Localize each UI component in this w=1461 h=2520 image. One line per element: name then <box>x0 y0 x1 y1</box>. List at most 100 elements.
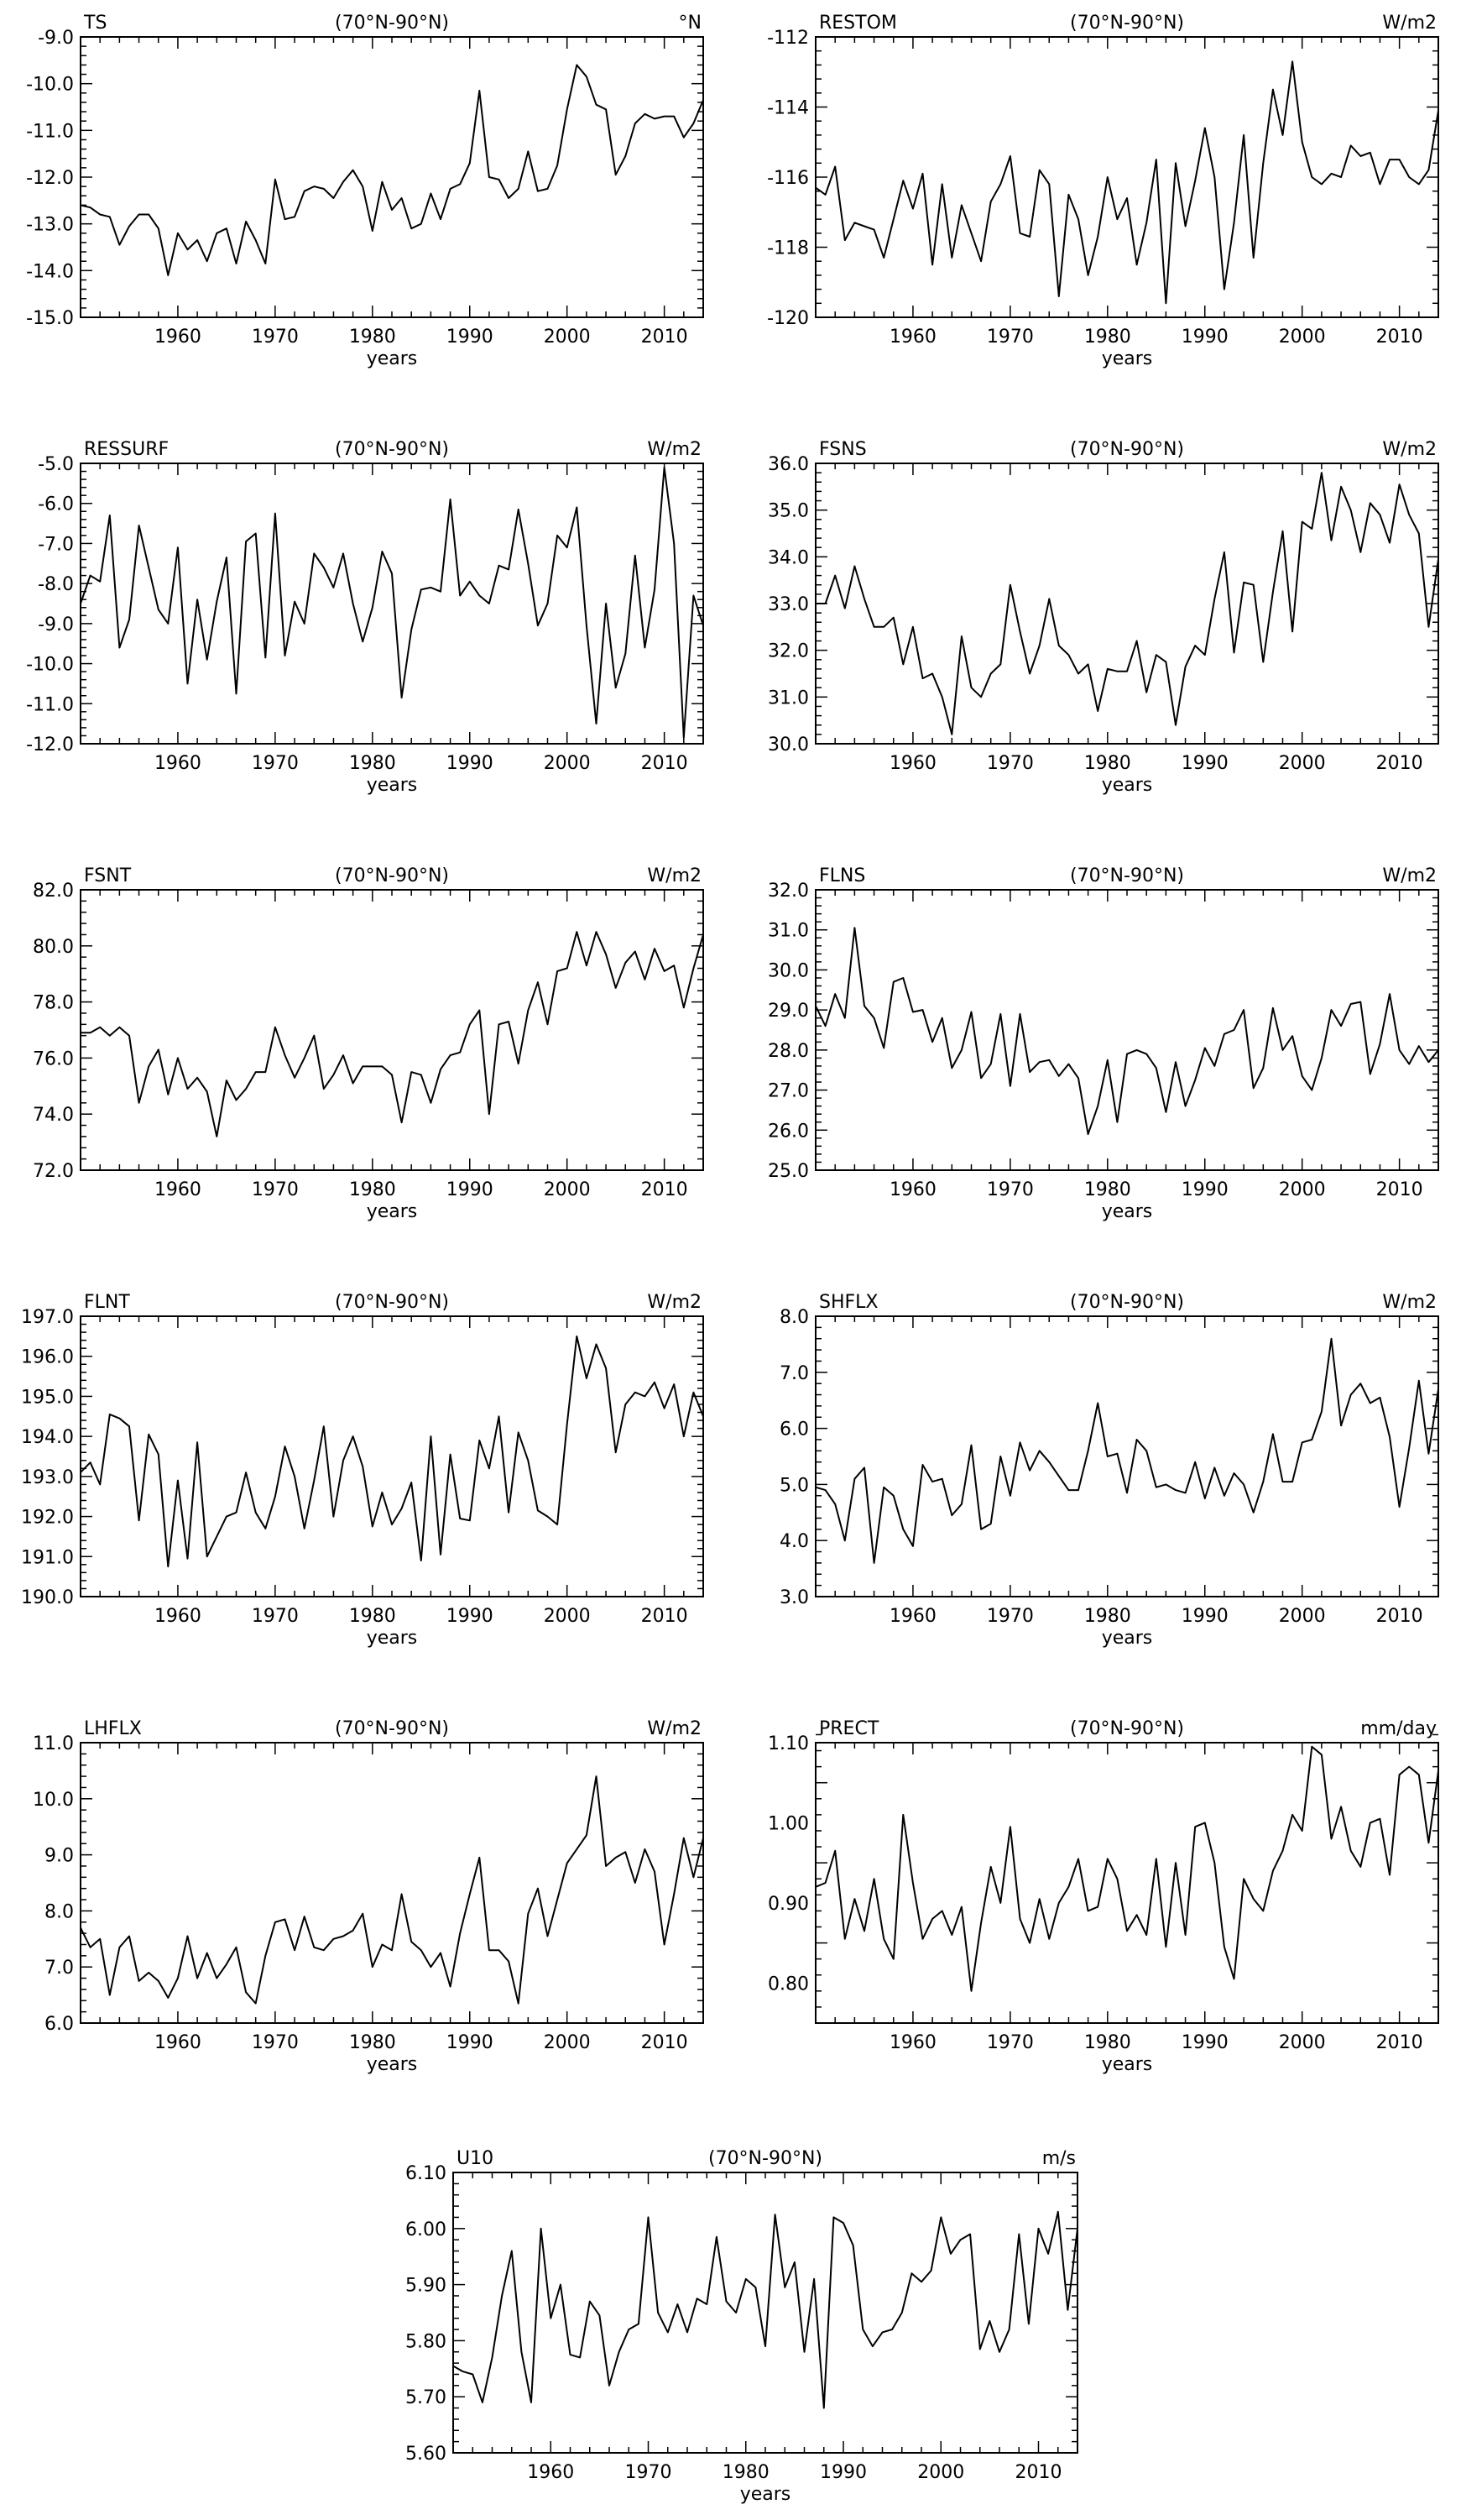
y-tick-label-restom: -118 <box>767 238 809 259</box>
panel-region-u10: (70°N-90°N) <box>708 2148 822 2169</box>
y-tick-label-flnt: 190.0 <box>21 1587 74 1608</box>
y-tick-label-flns: 31.0 <box>768 921 809 942</box>
panel-ressurf: RESSURF (70°N-90°N) W/m2 1960 1970 1980 1990 20… <box>26 439 704 796</box>
y-tick-label-shflx: 8.0 <box>780 1307 809 1328</box>
panel-u10: U10 (70°N-90°N) m/s 1960 1970 1980 1990 2000 201… <box>405 2148 1078 2505</box>
y-tick-label-fsns: 34.0 <box>768 547 809 568</box>
y-tick-label-prect: 0.90 <box>768 1894 809 1915</box>
x-tick-label-u10: 1970 <box>625 2462 672 2483</box>
x-tick-label-prect: 1980 <box>1084 2032 1131 2053</box>
y-tick-label-fsns: 32.0 <box>768 641 809 662</box>
y-tick-label-fsnt: 78.0 <box>33 993 74 1014</box>
panel-units-flns: W/m2 <box>1382 865 1437 886</box>
x-tick-label-ressurf: 1980 <box>349 753 396 774</box>
y-tick-label-ressurf: -6.0 <box>38 494 74 515</box>
y-tick-label-ressurf: -11.0 <box>26 694 74 715</box>
series-line-fsnt <box>81 931 704 1137</box>
panel-title-u10: U10 <box>457 2148 493 2169</box>
x-tick-label-restom: 1960 <box>890 327 937 348</box>
y-tick-label-ressurf: -12.0 <box>26 735 74 755</box>
plot-frame-shflx <box>815 1315 1439 1597</box>
y-tick-label-fsns: 35.0 <box>768 501 809 522</box>
x-tick-label-ts: 1990 <box>446 327 493 348</box>
x-axis-label-u10: years <box>740 2484 791 2505</box>
y-tick-label-u10: 6.10 <box>405 2163 446 2184</box>
series-line-ressurf <box>80 466 704 739</box>
series-line-fsns <box>816 472 1439 735</box>
y-tick-label-fsnt: 82.0 <box>33 881 74 902</box>
y-tick-label-lhflx: 6.0 <box>44 2014 74 2035</box>
panel-flnt: FLNT (70°N-90°N) W/m2 1960 1970 1980 1990 2000 2… <box>21 1292 704 1649</box>
panel-title-flns: FLNS <box>819 865 865 886</box>
y-tick-label-fsns: 36.0 <box>768 454 809 475</box>
x-tick-label-flnt: 1960 <box>154 1606 201 1627</box>
x-tick-label-flnt: 1990 <box>446 1606 493 1627</box>
panel-region-prect: (70°N-90°N) <box>1070 1718 1184 1739</box>
x-tick-label-ts: 1960 <box>154 327 201 348</box>
panel-region-restom: (70°N-90°N) <box>1070 13 1184 34</box>
panel-flns: FLNS (70°N-90°N) W/m2 1960 1970 1980 1990 2000 2… <box>768 865 1439 1222</box>
x-tick-label-flnt: 2000 <box>544 1606 591 1627</box>
panel-region-ts: (70°N-90°N) <box>335 13 449 34</box>
x-tick-label-shflx: 1990 <box>1182 1606 1229 1627</box>
x-tick-label-shflx: 1980 <box>1084 1606 1131 1627</box>
x-tick-label-shflx: 2000 <box>1279 1606 1326 1627</box>
y-tick-label-ressurf: -8.0 <box>38 574 74 595</box>
y-tick-label-u10: 5.80 <box>405 2331 446 2352</box>
x-tick-label-flns: 1970 <box>987 1179 1034 1200</box>
y-tick-label-fsns: 31.0 <box>768 688 809 708</box>
series-line-prect <box>815 1745 1439 1992</box>
x-tick-label-flns: 1980 <box>1084 1179 1131 1200</box>
series-line-u10 <box>452 2210 1078 2409</box>
y-tick-label-flnt: 193.0 <box>21 1467 74 1488</box>
panel-prect: PRECT (70°N-90°N) mm/day 1960 1970 1980 1990 20… <box>768 1718 1439 2075</box>
y-tick-label-u10: 5.90 <box>405 2276 446 2297</box>
y-tick-label-ressurf: -5.0 <box>38 454 74 475</box>
x-tick-label-u10: 1990 <box>820 2462 867 2483</box>
panel-region-flns: (70°N-90°N) <box>1070 865 1184 886</box>
plot-frame-fsnt <box>80 889 704 1171</box>
x-tick-label-lhflx: 1990 <box>446 2032 493 2053</box>
panel-units-shflx: W/m2 <box>1382 1292 1437 1313</box>
y-tick-label-prect: 1.00 <box>768 1813 809 1834</box>
panel-title-fsns: FSNS <box>819 439 867 460</box>
x-tick-label-fsnt: 1980 <box>349 1179 396 1200</box>
x-tick-label-shflx: 1970 <box>987 1606 1034 1627</box>
y-tick-label-ts: -11.0 <box>26 121 74 142</box>
series-line-lhflx <box>80 1775 704 2005</box>
x-tick-label-shflx: 1960 <box>890 1606 937 1627</box>
panel-region-flnt: (70°N-90°N) <box>335 1292 449 1313</box>
panel-units-lhflx: W/m2 <box>647 1718 702 1739</box>
y-tick-label-flnt: 197.0 <box>21 1307 74 1328</box>
panel-fsns: FSNS (70°N-90°N) W/m2 1960 1970 1980 1990 2000 2… <box>768 439 1439 796</box>
x-tick-label-lhflx: 1960 <box>154 2032 201 2053</box>
x-tick-label-ts: 1980 <box>349 327 396 348</box>
y-tick-label-flns: 26.0 <box>768 1121 809 1142</box>
x-tick-label-fsns: 1970 <box>987 753 1034 774</box>
x-tick-label-restom: 1980 <box>1084 327 1131 348</box>
y-tick-label-ts: -14.0 <box>26 261 74 282</box>
y-tick-label-flns: 25.0 <box>768 1161 809 1182</box>
x-tick-label-restom: 1990 <box>1182 327 1229 348</box>
y-tick-label-ressurf: -7.0 <box>38 534 74 555</box>
plot-frame-u10 <box>452 2172 1078 2454</box>
x-tick-label-flnt: 1970 <box>252 1606 299 1627</box>
y-tick-label-ressurf: -9.0 <box>38 614 74 635</box>
x-tick-label-ressurf: 1960 <box>154 753 201 774</box>
panel-units-ts: °N <box>679 13 702 34</box>
x-tick-label-fsns: 2000 <box>1279 753 1326 774</box>
y-tick-label-fsns: 30.0 <box>768 735 809 755</box>
panel-region-shflx: (70°N-90°N) <box>1070 1292 1184 1313</box>
y-tick-label-fsnt: 76.0 <box>33 1048 74 1069</box>
x-tick-label-prect: 1970 <box>987 2032 1034 2053</box>
x-tick-label-restom: 2010 <box>1376 327 1423 348</box>
panel-units-prect: mm/day <box>1360 1718 1437 1739</box>
panel-units-ressurf: W/m2 <box>647 439 702 460</box>
x-tick-label-fsns: 1960 <box>890 753 937 774</box>
x-axis-label-ressurf: years <box>367 775 418 796</box>
panel-units-fsnt: W/m2 <box>647 865 702 886</box>
y-tick-label-ts: -12.0 <box>26 168 74 189</box>
panel-fsnt: FSNT (70°N-90°N) W/m2 1960 1970 1980 1990 2000 2… <box>33 865 704 1222</box>
plot-frame-fsns <box>815 463 1439 745</box>
x-axis-label-flnt: years <box>367 1628 418 1649</box>
